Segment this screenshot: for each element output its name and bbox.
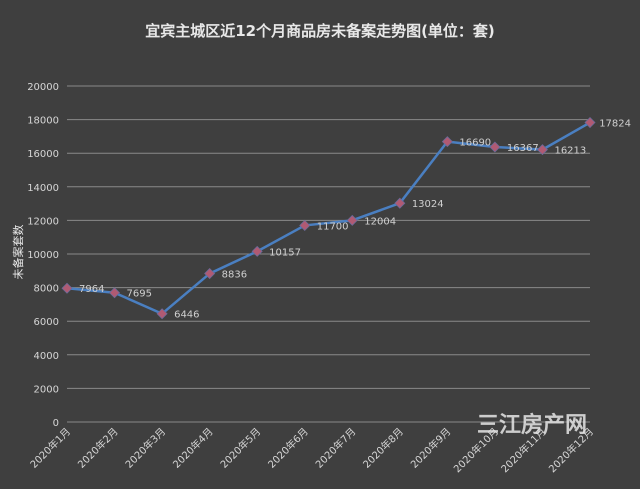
y-tick-label: 18000 (27, 116, 59, 127)
x-tick-label: 2020年4月 (170, 425, 216, 471)
x-tick-label: 2020年6月 (265, 425, 311, 471)
y-axis-label: 未备案套数 (11, 225, 25, 280)
data-label: 16213 (554, 146, 586, 157)
data-label: 10157 (269, 247, 301, 258)
data-point (536, 144, 548, 156)
series-line (66, 121, 591, 315)
y-tick-label: 6000 (34, 317, 59, 328)
y-tick-label: 4000 (34, 351, 59, 362)
watermark: 三江房产网 (477, 412, 587, 438)
data-point (299, 219, 311, 231)
data-label: 6446 (174, 310, 199, 321)
x-tick-label: 2020年5月 (217, 425, 263, 471)
data-label: 17824 (599, 119, 631, 130)
data-label: 13024 (412, 199, 444, 210)
gridlines (67, 85, 590, 423)
data-point (251, 245, 263, 257)
y-tick-label: 0 (53, 418, 59, 429)
data-point (346, 214, 358, 226)
data-labels: 7964 7695 6446 8836 10157 11700 12004 13024 1669… (79, 119, 631, 321)
data-point (394, 197, 406, 209)
data-label: 7695 (127, 289, 152, 300)
data-point (156, 308, 168, 320)
data-label: 7964 (79, 284, 104, 295)
y-tick-label: 8000 (34, 284, 59, 295)
y-tick-label: 12000 (27, 216, 59, 227)
data-point (584, 117, 596, 129)
y-tick-label: 2000 (34, 384, 59, 395)
x-tick-label: 2020年8月 (360, 425, 406, 471)
data-label: 12004 (364, 216, 396, 227)
y-tick-label: 16000 (27, 149, 59, 160)
data-point (441, 136, 453, 148)
data-label: 8836 (222, 270, 247, 281)
series-polyline (66, 121, 591, 315)
data-label: 16367 (507, 143, 539, 154)
x-tick-label: 2020年3月 (122, 425, 168, 471)
y-tick-label: 10000 (27, 250, 59, 261)
y-tick-label: 14000 (27, 183, 59, 194)
data-point (109, 287, 121, 299)
data-markers (61, 117, 596, 320)
x-tick-label: 2020年1月 (27, 425, 73, 471)
x-tick-label: 2020年2月 (75, 425, 121, 471)
x-tick-label: 2020年7月 (313, 425, 359, 471)
y-axis-ticks: 0 2000 4000 6000 8000 10000 12000 14000 16000 180… (27, 82, 59, 429)
x-tick-label: 2020年9月 (408, 425, 454, 471)
data-label: 16690 (459, 138, 491, 149)
data-label: 11700 (317, 221, 349, 232)
y-tick-label: 20000 (27, 82, 59, 93)
chart-title: 宜宾主城区近12个月商品房未备案走势图(单位：套) (145, 22, 495, 40)
data-point (61, 282, 73, 294)
data-point (204, 268, 216, 280)
data-point (489, 141, 501, 153)
